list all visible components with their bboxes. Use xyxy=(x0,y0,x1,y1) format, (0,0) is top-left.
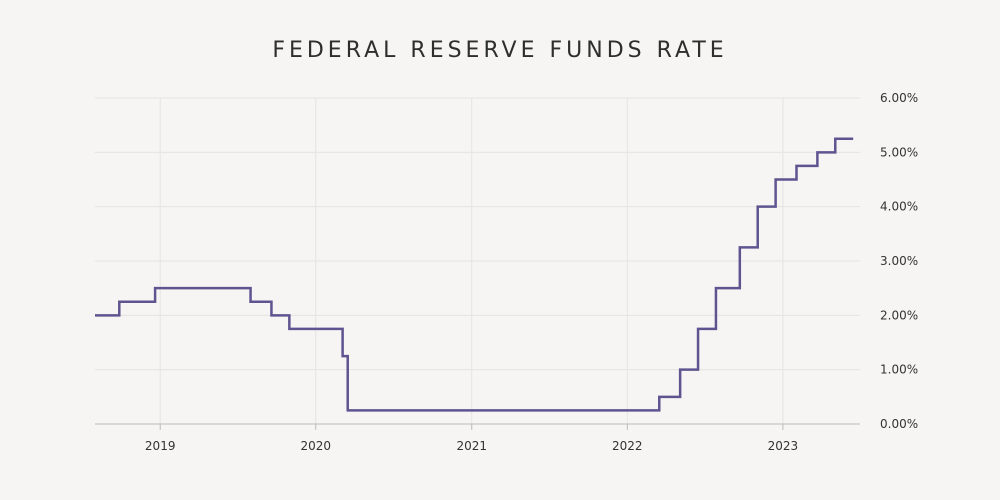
y-tick-label: 4.00% xyxy=(880,200,918,214)
y-tick-label: 0.00% xyxy=(880,417,918,431)
grid-layer xyxy=(95,97,860,424)
label-layer: 0.00% 1.00% 2.00% 3.00% 4.00% 5.00% 6.00% 2019 2… xyxy=(145,91,918,453)
chart-title: FEDERAL RESERVE FUNDS RATE xyxy=(272,38,728,63)
y-tick-label: 2.00% xyxy=(880,308,918,322)
x-tick-label: 2019 xyxy=(145,439,176,453)
x-tick-label: 2020 xyxy=(300,439,331,453)
y-tick-label: 1.00% xyxy=(880,363,918,377)
y-tick-label: 3.00% xyxy=(880,254,918,268)
axis-layer xyxy=(95,423,860,430)
x-tick-label: 2022 xyxy=(612,439,643,453)
y-tick-label: 6.00% xyxy=(880,91,918,105)
x-tick-label: 2023 xyxy=(768,439,799,453)
series-line xyxy=(95,137,854,412)
y-tick-label: 5.00% xyxy=(880,145,918,159)
series-layer xyxy=(95,137,854,412)
x-tick-label: 2021 xyxy=(456,439,487,453)
